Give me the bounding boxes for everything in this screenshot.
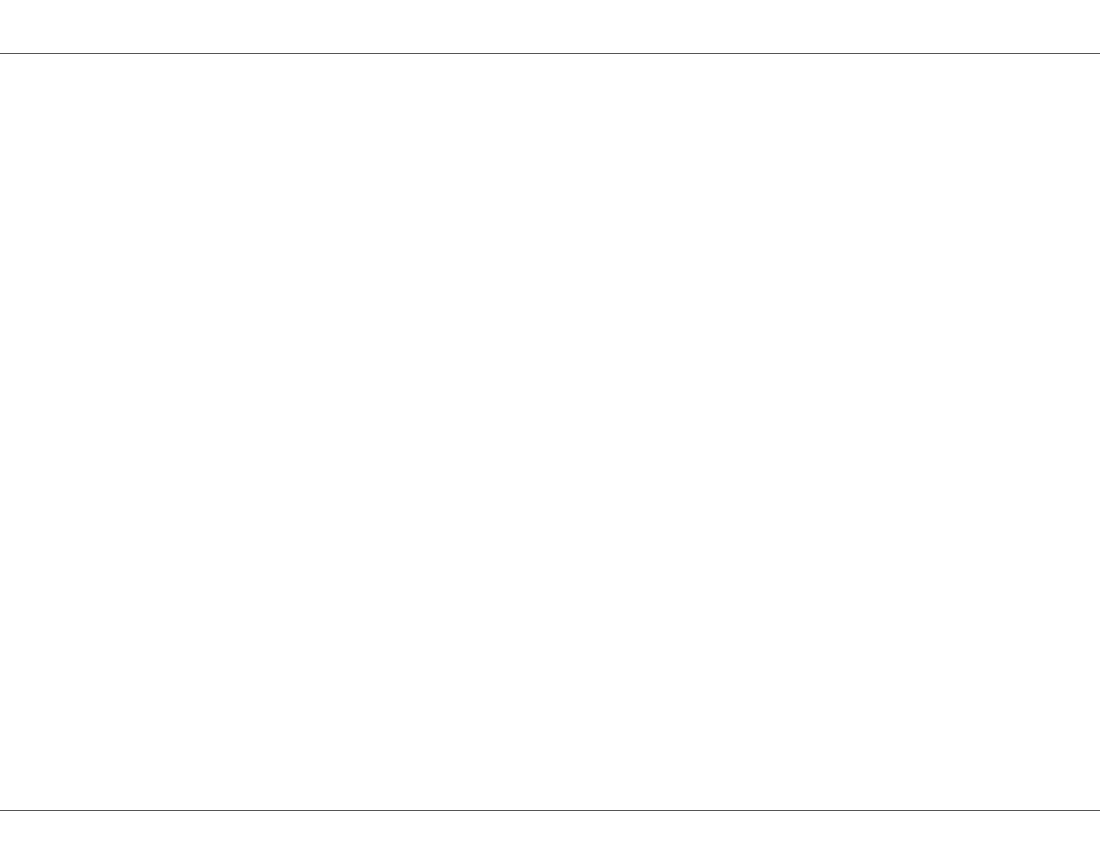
temperature-heatmap[interactable] (0, 54, 1100, 810)
map-viewport[interactable] (0, 53, 1100, 811)
colorbar-ticks (0, 811, 1100, 829)
colorbar-gradient (30, 830, 1070, 847)
header (0, 0, 1100, 53)
colorbar-area (0, 811, 1100, 850)
